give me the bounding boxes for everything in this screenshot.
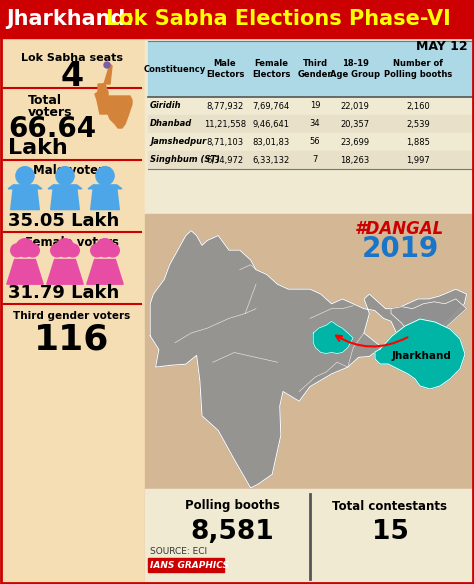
Bar bbox=[145, 214, 474, 584]
Text: Lok Sabha Elections Phase-VI: Lok Sabha Elections Phase-VI bbox=[106, 9, 451, 29]
Circle shape bbox=[16, 239, 34, 257]
Circle shape bbox=[56, 166, 74, 185]
Circle shape bbox=[66, 244, 79, 257]
Text: Male voters: Male voters bbox=[33, 165, 111, 178]
Text: 116: 116 bbox=[34, 322, 109, 356]
Bar bbox=[148, 97, 472, 115]
Polygon shape bbox=[313, 321, 353, 353]
Polygon shape bbox=[150, 231, 466, 488]
Text: Singhbum (ST): Singhbum (ST) bbox=[150, 155, 220, 165]
Text: 8,77,932: 8,77,932 bbox=[206, 102, 244, 110]
Polygon shape bbox=[102, 64, 112, 84]
Text: 8,71,103: 8,71,103 bbox=[207, 137, 244, 147]
Bar bbox=[0, 0, 474, 38]
Circle shape bbox=[104, 62, 110, 68]
Text: 18-19
Age Group: 18-19 Age Group bbox=[330, 59, 380, 79]
Text: Dhanbad: Dhanbad bbox=[150, 120, 192, 128]
Polygon shape bbox=[47, 259, 83, 284]
Polygon shape bbox=[88, 185, 122, 189]
Text: Constituency: Constituency bbox=[144, 64, 206, 74]
Text: 4: 4 bbox=[61, 60, 83, 92]
Text: Third gender voters: Third gender voters bbox=[13, 311, 131, 321]
Text: Jharkhand: Jharkhand bbox=[392, 351, 452, 361]
Text: Jamshedpur: Jamshedpur bbox=[150, 137, 206, 147]
Text: Number of
Polling booths: Number of Polling booths bbox=[384, 59, 452, 79]
Circle shape bbox=[16, 166, 34, 185]
Text: Female voters: Female voters bbox=[25, 237, 119, 249]
Text: 1,885: 1,885 bbox=[406, 137, 430, 147]
Text: 19: 19 bbox=[310, 102, 320, 110]
Circle shape bbox=[96, 239, 114, 257]
Text: 31.79 Lakh: 31.79 Lakh bbox=[8, 284, 119, 302]
Polygon shape bbox=[48, 185, 82, 189]
Text: 7: 7 bbox=[312, 155, 318, 165]
Text: 15: 15 bbox=[372, 519, 409, 545]
Text: 2019: 2019 bbox=[361, 235, 438, 263]
Text: 11,21,558: 11,21,558 bbox=[204, 120, 246, 128]
Polygon shape bbox=[7, 259, 43, 284]
Bar bbox=[148, 151, 472, 169]
Bar bbox=[148, 115, 472, 133]
Text: Total contestants: Total contestants bbox=[332, 499, 447, 513]
Bar bbox=[145, 38, 474, 214]
Polygon shape bbox=[91, 187, 119, 210]
Polygon shape bbox=[11, 187, 39, 210]
Text: 9,46,641: 9,46,641 bbox=[253, 120, 290, 128]
Text: 18,263: 18,263 bbox=[340, 155, 370, 165]
Text: 7,69,764: 7,69,764 bbox=[252, 102, 290, 110]
Text: 2,160: 2,160 bbox=[406, 102, 430, 110]
Circle shape bbox=[51, 244, 64, 257]
Polygon shape bbox=[375, 319, 465, 389]
Circle shape bbox=[91, 244, 104, 257]
Text: 66.64: 66.64 bbox=[8, 115, 96, 143]
Bar bbox=[148, 558, 224, 572]
Text: 2,539: 2,539 bbox=[406, 120, 430, 128]
Text: SOURCE: ECI: SOURCE: ECI bbox=[150, 548, 207, 557]
Bar bbox=[148, 41, 472, 97]
Text: voters: voters bbox=[28, 106, 73, 120]
Bar bbox=[0, 38, 145, 584]
Text: Lok Sabha seats: Lok Sabha seats bbox=[21, 53, 123, 63]
Circle shape bbox=[96, 166, 114, 185]
Text: Third
Gender: Third Gender bbox=[298, 59, 332, 79]
Text: Jharkhand:: Jharkhand: bbox=[6, 9, 141, 29]
Polygon shape bbox=[51, 187, 79, 210]
Polygon shape bbox=[391, 299, 466, 347]
Polygon shape bbox=[87, 259, 123, 284]
Polygon shape bbox=[8, 185, 42, 189]
Text: IANS GRAPHICS: IANS GRAPHICS bbox=[150, 561, 229, 569]
Text: Polling booths: Polling booths bbox=[184, 499, 280, 513]
Text: Lakh: Lakh bbox=[8, 138, 68, 158]
Text: 8,581: 8,581 bbox=[190, 519, 274, 545]
Text: 34: 34 bbox=[310, 120, 320, 128]
Text: 56: 56 bbox=[310, 137, 320, 147]
Polygon shape bbox=[95, 84, 132, 128]
Text: 83,01,83: 83,01,83 bbox=[252, 137, 290, 147]
Text: 22,019: 22,019 bbox=[340, 102, 369, 110]
Circle shape bbox=[106, 244, 119, 257]
Text: 6,34,972: 6,34,972 bbox=[207, 155, 244, 165]
Text: 1,997: 1,997 bbox=[406, 155, 430, 165]
Text: 20,357: 20,357 bbox=[340, 120, 370, 128]
Circle shape bbox=[26, 244, 39, 257]
Text: Total: Total bbox=[28, 95, 62, 107]
Text: 23,699: 23,699 bbox=[340, 137, 370, 147]
Text: Giridih: Giridih bbox=[150, 102, 182, 110]
Text: MAY 12: MAY 12 bbox=[416, 40, 468, 54]
Text: 6,33,132: 6,33,132 bbox=[252, 155, 290, 165]
Text: Male
Electors: Male Electors bbox=[206, 59, 244, 79]
Circle shape bbox=[11, 244, 24, 257]
Text: #DANGAL: #DANGAL bbox=[356, 220, 445, 238]
Text: Female
Electors: Female Electors bbox=[252, 59, 290, 79]
Circle shape bbox=[56, 239, 74, 257]
Bar bbox=[148, 133, 472, 151]
Bar bbox=[145, 489, 474, 584]
Text: 35.05 Lakh: 35.05 Lakh bbox=[8, 212, 119, 230]
